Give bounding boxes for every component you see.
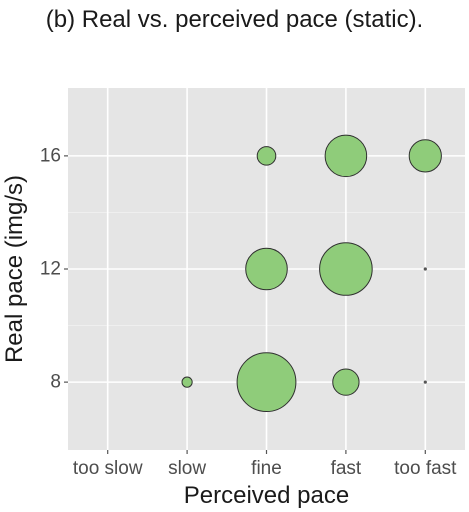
y-axis-title: Real pace (img/s)	[1, 175, 28, 363]
x-tick-label: fast	[331, 458, 362, 479]
chart-title: (b) Real vs. perceived pace (static).	[45, 6, 424, 33]
x-axis-title: Perceived pace	[184, 482, 349, 509]
data-points	[181, 134, 442, 413]
data-point	[236, 352, 297, 413]
data-point	[332, 368, 360, 396]
x-tick-label: slow	[168, 458, 206, 479]
data-point	[408, 139, 442, 173]
y-tick-label: 16	[40, 145, 61, 166]
data-point	[245, 247, 288, 291]
data-point	[423, 380, 427, 384]
x-tick-label: too fast	[394, 458, 457, 479]
y-tick-label: 8	[50, 372, 61, 393]
y-tick-label: 12	[40, 259, 61, 280]
data-point	[423, 267, 427, 271]
data-point	[256, 146, 277, 166]
y-axis-ticks: 8 12 16	[40, 145, 68, 393]
data-point	[324, 134, 368, 178]
data-point	[319, 242, 373, 296]
x-axis-ticks: too slow slow fine fast too fast	[73, 450, 457, 479]
data-point	[181, 376, 193, 388]
x-tick-label: too slow	[73, 458, 143, 479]
x-tick-label: fine	[251, 458, 282, 479]
